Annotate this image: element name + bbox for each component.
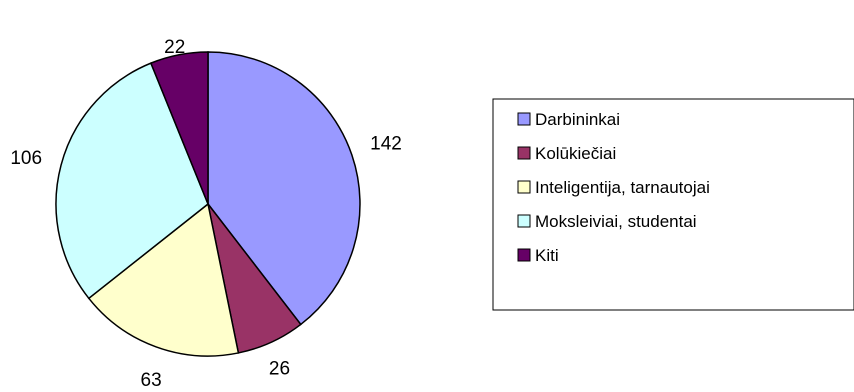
pie-slice-1 (207, 51, 361, 326)
legend-label-2: Kolūkiečiai (535, 144, 616, 163)
pie-slice-4 (55, 62, 209, 300)
data-label-5: 22 (164, 37, 185, 58)
legend-swatch-3 (517, 180, 531, 194)
data-label-4: 106 (10, 148, 42, 169)
legend-swatch-1 (517, 112, 531, 126)
pie-slices (55, 51, 361, 357)
legend-label-4: Moksleiviai, studentai (535, 212, 697, 231)
legend: Darbininkai Kolūkiečiai Inteligentija, tar… (492, 98, 854, 311)
pie-slice-5 (149, 51, 209, 205)
legend-label-5: Kiti (535, 246, 559, 265)
legend-label-3: Inteligentija, tarnautojai (535, 178, 710, 197)
pie-data-labels: 142 26 63 106 22 (10, 37, 402, 391)
data-label-1: 142 (370, 133, 402, 154)
legend-frame (492, 98, 854, 311)
legend-label-1: Darbininkai (535, 110, 620, 129)
legend-swatch-2 (517, 146, 531, 160)
data-label-3: 63 (141, 370, 162, 391)
legend-swatch-5 (517, 248, 531, 262)
legend-swatch-4 (517, 214, 531, 228)
pie-slice-3 (87, 202, 240, 357)
legend-items: Darbininkai Kolūkiečiai Inteligentija, tar… (517, 110, 710, 265)
data-label-2: 26 (269, 358, 290, 379)
